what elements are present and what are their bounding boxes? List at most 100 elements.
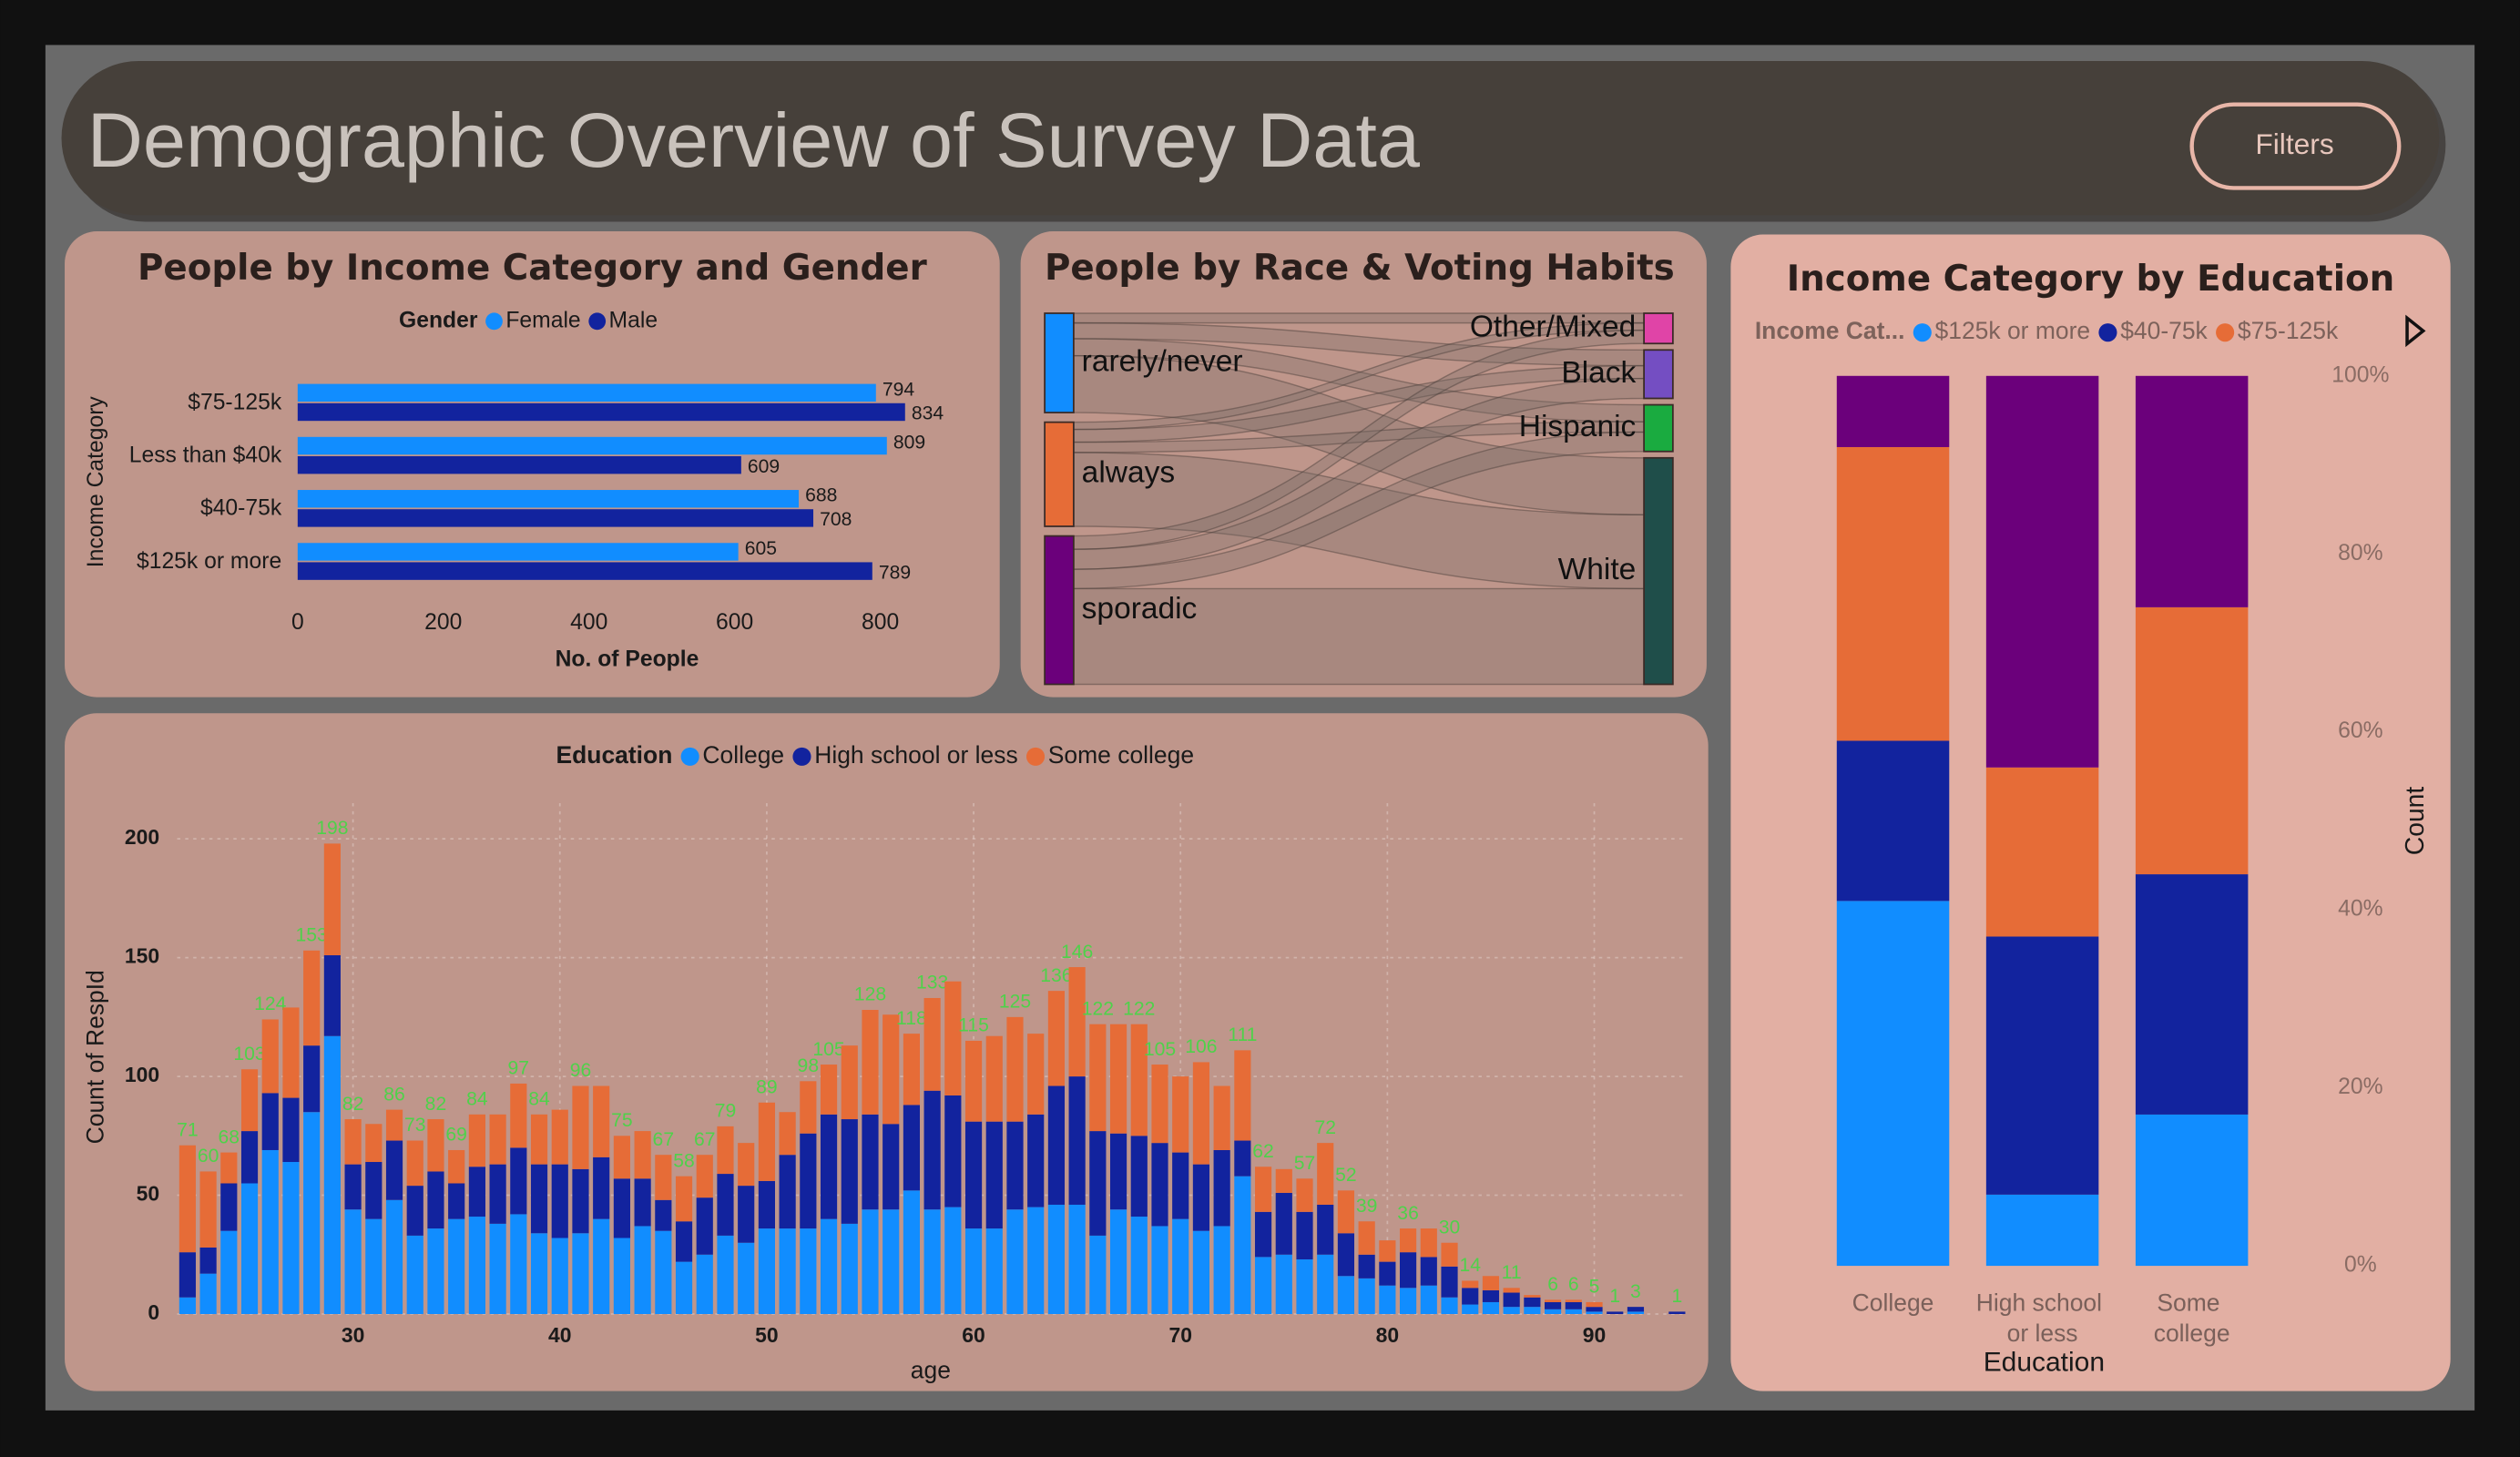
node-label: always	[1082, 456, 1175, 490]
bar-segment	[1047, 1085, 1066, 1205]
sankey-node	[1643, 349, 1674, 400]
bar-segment	[282, 1097, 300, 1163]
bar-segment	[1358, 1278, 1375, 1314]
total-label: 106	[1185, 1036, 1217, 1057]
bar-segment	[820, 1065, 838, 1115]
bar-segment	[1027, 1034, 1045, 1115]
bar-segment	[1545, 1309, 1562, 1314]
bar-segment	[427, 1171, 444, 1229]
x-tick-label: 70	[1168, 1323, 1192, 1347]
bar-segment	[696, 1254, 713, 1314]
x-tick-label: 800	[862, 610, 899, 635]
bar-segment	[923, 1209, 941, 1314]
bar-segment	[1524, 1307, 1541, 1314]
total-label: 111	[1228, 1024, 1257, 1045]
bar-segment	[551, 1109, 568, 1165]
panel	[1020, 231, 1707, 698]
bar-segment	[323, 843, 341, 956]
total-label: 122	[1082, 998, 1114, 1019]
total-label: 118	[896, 1008, 927, 1029]
bar-segment	[1068, 1076, 1086, 1205]
bar-segment	[1192, 1062, 1210, 1165]
total-label: 79	[715, 1101, 737, 1122]
total-label: 60	[198, 1146, 219, 1167]
legend-scroll-arrow[interactable]	[2405, 314, 2426, 348]
sankey-node	[1643, 403, 1674, 453]
bar-segment	[1545, 1301, 1562, 1309]
bar-segment	[800, 1133, 817, 1229]
bar-segment	[820, 1114, 838, 1219]
bar-segment	[179, 1297, 196, 1314]
y-tick-label: 200	[125, 825, 159, 849]
y-tick-label: 40%	[2338, 897, 2382, 922]
bar-segment	[923, 997, 941, 1091]
bar-segment	[883, 1209, 900, 1314]
data-label: 809	[893, 432, 925, 453]
filters-button-label[interactable]: Filters	[2255, 127, 2333, 160]
total-label: 98	[798, 1055, 820, 1076]
bar-segment	[1089, 1235, 1107, 1314]
bar-segment	[1836, 901, 1950, 1267]
bar-segment	[1109, 1133, 1127, 1210]
legend-label: Some college	[1048, 741, 1194, 769]
bar-segment	[1985, 767, 2099, 937]
total-label: 122	[1123, 998, 1155, 1019]
bar-segment	[800, 1081, 817, 1134]
bar-segment	[1607, 1311, 1624, 1314]
bar-segment	[551, 1238, 568, 1314]
bar-segment	[655, 1230, 672, 1314]
bar-segment	[1586, 1307, 1603, 1312]
bar-segment	[1524, 1295, 1541, 1298]
bar	[297, 562, 872, 580]
bar-segment	[1130, 1217, 1148, 1314]
bar-segment	[406, 1235, 423, 1314]
total-label: 69	[445, 1125, 467, 1146]
bar-segment	[1462, 1288, 1479, 1305]
bar-segment	[903, 1105, 921, 1191]
bar-segment	[303, 950, 321, 1046]
total-label: 115	[958, 1015, 989, 1036]
x-tick-label: High school or less	[1976, 1289, 2109, 1347]
bar-segment	[1172, 1152, 1189, 1219]
bar-segment	[738, 1186, 755, 1243]
total-label: 1	[1671, 1286, 1682, 1307]
bar-segment	[1047, 991, 1066, 1086]
bar-segment	[1006, 1016, 1024, 1122]
bar-segment	[1151, 1065, 1168, 1144]
bar-segment	[489, 1164, 506, 1224]
bar-segment	[634, 1178, 651, 1227]
legend-marker	[2098, 323, 2117, 342]
total-label: 67	[653, 1129, 675, 1150]
bar-segment	[1337, 1190, 1355, 1234]
bar-segment	[1627, 1307, 1645, 1312]
bar-segment	[303, 1045, 321, 1113]
total-label: 125	[999, 992, 1031, 1013]
legend-label: Female	[505, 308, 580, 332]
bar-segment	[1275, 1254, 1292, 1314]
x-tick-label: 90	[1583, 1323, 1607, 1347]
bar-segment	[1503, 1292, 1520, 1308]
bar-segment	[1545, 1299, 1562, 1302]
bar-segment	[985, 1035, 1003, 1122]
total-label: 124	[254, 993, 287, 1014]
bar-segment	[593, 1085, 610, 1157]
legend-marker	[1025, 747, 1046, 766]
bar-segment	[1358, 1221, 1375, 1255]
legend-marker	[2216, 323, 2235, 342]
legend-title: Gender	[399, 308, 478, 332]
total-label: 58	[673, 1150, 695, 1171]
total-label: 71	[177, 1119, 199, 1140]
sankey-node	[1044, 535, 1075, 686]
bar-segment	[1172, 1076, 1189, 1153]
bar-segment	[1462, 1280, 1479, 1289]
x-tick-label: 200	[424, 610, 462, 635]
bar-segment	[717, 1235, 734, 1314]
bar-segment	[655, 1155, 672, 1200]
total-label: 30	[1439, 1217, 1461, 1238]
data-label: 789	[879, 562, 911, 583]
bar-segment	[427, 1119, 444, 1172]
total-label: 3	[1630, 1281, 1641, 1302]
filters-button[interactable]	[2189, 102, 2402, 190]
bar-segment	[448, 1218, 465, 1314]
bar-segment	[530, 1114, 548, 1165]
